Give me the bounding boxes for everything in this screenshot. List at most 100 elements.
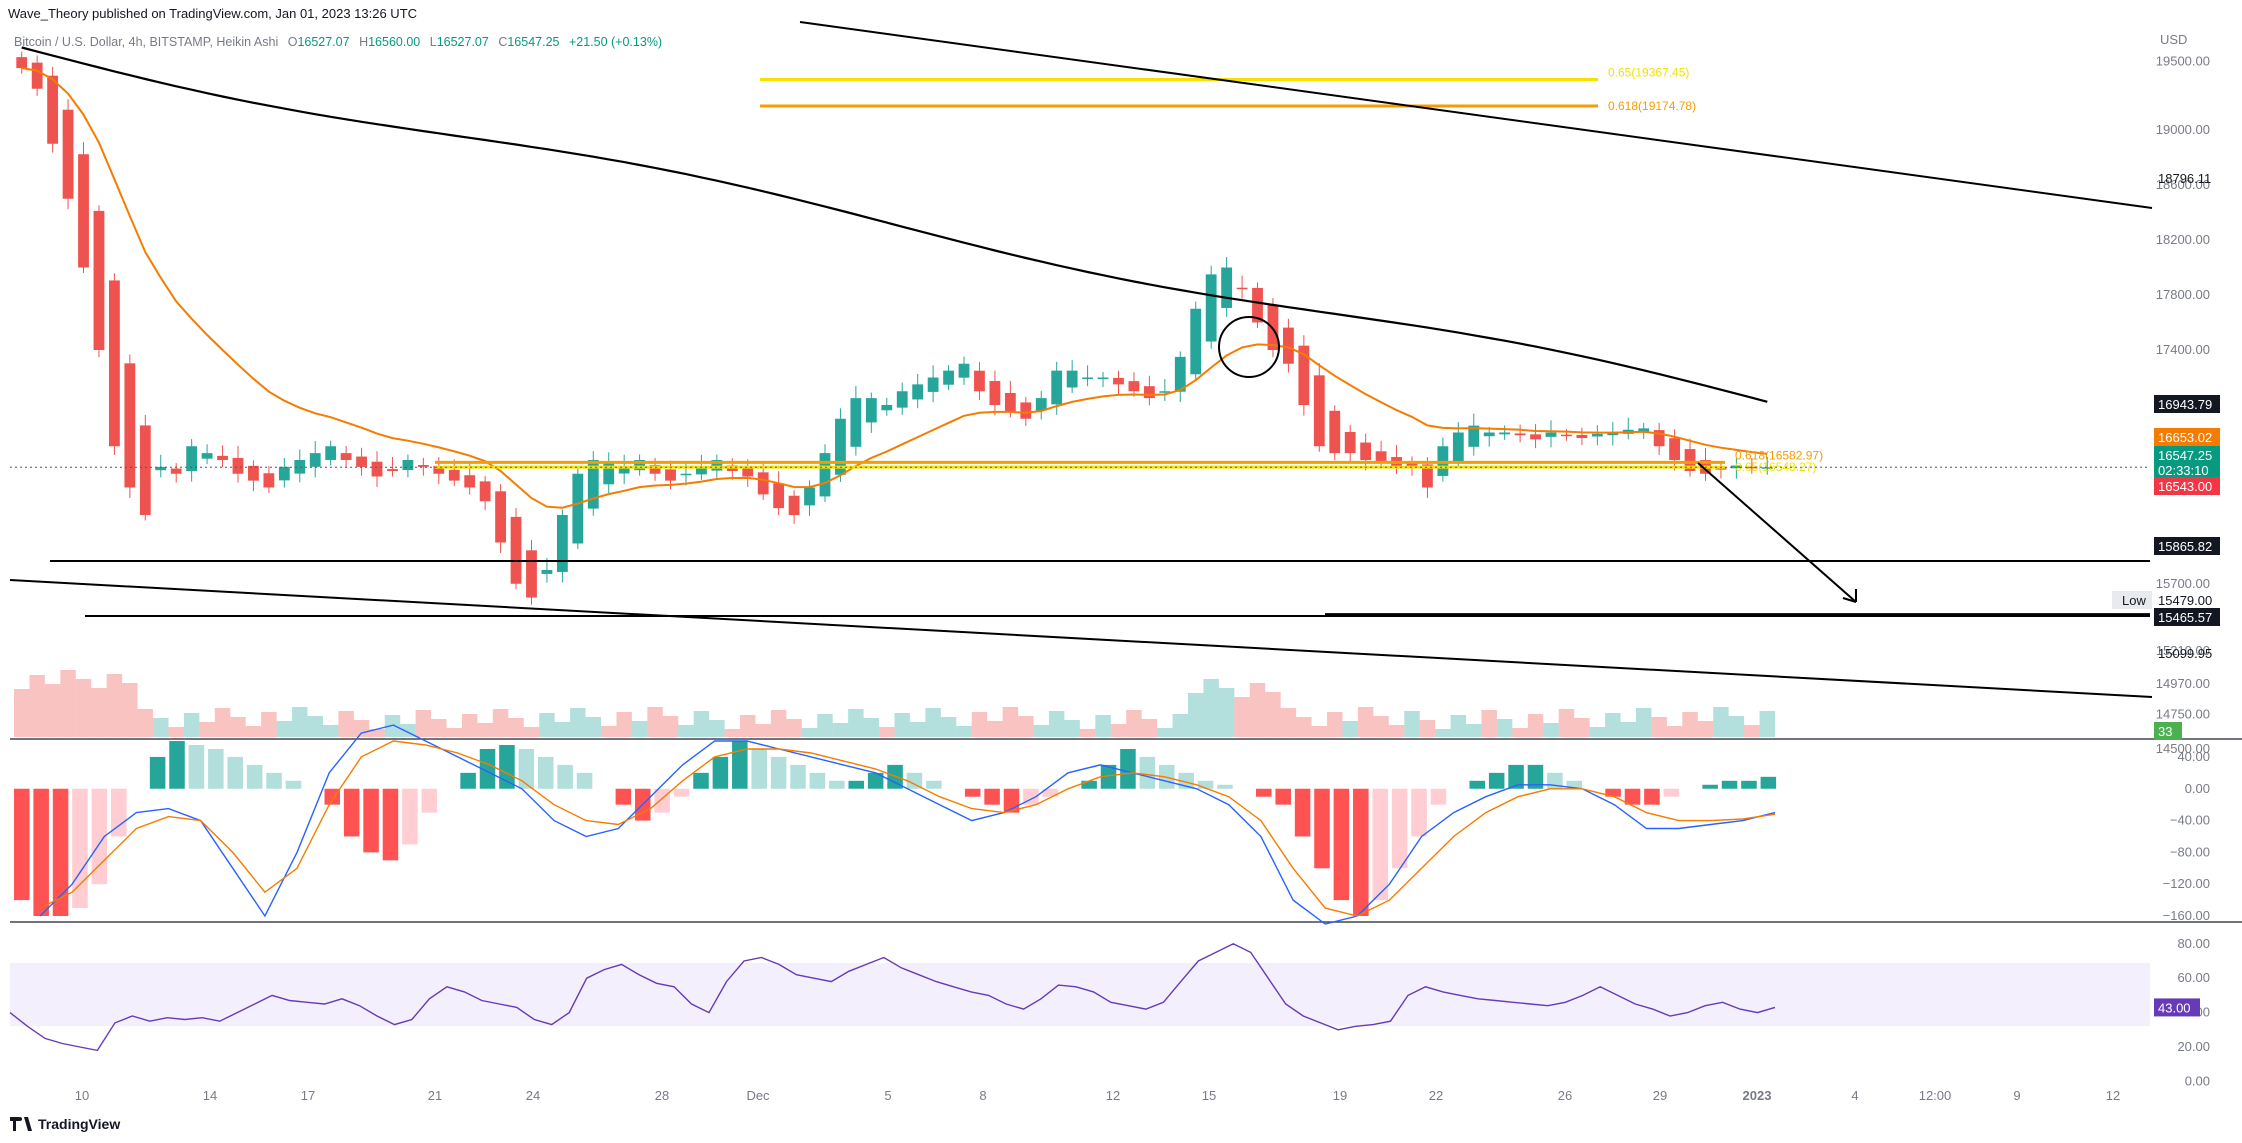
candle-body: [819, 453, 831, 497]
candle-body: [1082, 377, 1093, 380]
volume-bar: [601, 726, 617, 737]
volume-bar: [1450, 715, 1467, 737]
volume-bar: [956, 726, 972, 737]
volume-bar: [322, 725, 339, 737]
candle-body: [278, 466, 290, 481]
macd-tick-label: −120.00: [2163, 876, 2210, 891]
volume-bar: [1249, 683, 1266, 737]
volume-bar: [214, 708, 231, 737]
macd-histogram-bar: [499, 745, 515, 789]
macd-histogram-bar: [615, 788, 632, 805]
time-axis[interactable]: 10 14 17 21 24 28 Dec 5 8 12 15 19 22 26 29 2023 4 12:00 9…: [75, 1088, 2120, 1103]
candle-body: [433, 465, 445, 474]
candle-body: [696, 466, 707, 475]
price-label-box: [2154, 428, 2220, 446]
rsi-tick-label: 20.00: [2177, 1039, 2210, 1054]
candle-body: [309, 453, 321, 467]
candle-body: [1607, 432, 1619, 436]
time-tick-label: 5: [884, 1088, 891, 1103]
candle-body: [618, 466, 630, 474]
candle-body: [634, 460, 646, 471]
candle-body: [371, 461, 383, 477]
macd-histogram-bar: [1333, 788, 1350, 901]
macd-histogram-bar: [33, 788, 49, 917]
volume-bar: [678, 725, 694, 737]
macd-histogram-bar: [1353, 788, 1369, 917]
candle-body: [263, 473, 275, 488]
macd-histogram-bar: [149, 756, 166, 789]
price-label-text: 18796.11: [2158, 171, 2211, 186]
candle-body: [16, 57, 28, 69]
candle-body: [109, 280, 120, 447]
price-label-text: 16543.00: [2158, 479, 2212, 494]
symbol-title: Bitcoin / U.S. Dollar, 4h, BITSTAMP, Hei…: [14, 35, 279, 49]
currency-label: USD: [2160, 32, 2187, 47]
volume-bar: [1527, 714, 1544, 737]
low-key: L: [429, 35, 437, 49]
volume-bar: [1033, 725, 1049, 737]
volume-bar: [1635, 708, 1652, 737]
volume-bar: [1064, 720, 1080, 737]
macd-histogram-bar: [1721, 780, 1738, 789]
volume-bar: [662, 716, 679, 737]
macd-histogram-bar: [1527, 764, 1544, 789]
volume-bar: [91, 688, 107, 737]
overlays-layer: 0.65(19367.45) 0.618(19174.78) 0.618(16582…: [9, 21, 2153, 698]
rsi-tick-label: 60.00: [2177, 970, 2210, 985]
price-label-text: 15099.95: [2158, 646, 2212, 661]
price-axis[interactable]: 19500.00 19000.00 18600.00 18200.00 17800.00…: [2112, 53, 2220, 756]
macd-histogram-bar: [712, 756, 729, 789]
rsi-value-box: [2154, 998, 2200, 1017]
candle-body: [1561, 434, 1572, 437]
candle-body: [1669, 438, 1680, 460]
volume-bar: [1280, 708, 1297, 737]
tradingview-icon: [10, 1117, 32, 1131]
volume-bar: [245, 726, 262, 737]
candle-body: [1159, 391, 1171, 393]
candle-body: [1205, 274, 1217, 342]
volume-bar: [755, 724, 771, 737]
macd-histogram-bar: [1430, 788, 1447, 805]
volume-bar: [1357, 707, 1374, 737]
volume-bar: [1404, 711, 1420, 737]
time-tick-label: 21: [428, 1088, 442, 1103]
candle-body: [356, 456, 367, 467]
candle-body: [773, 483, 785, 509]
time-tick-label: 12: [1106, 1088, 1120, 1103]
candle-body: [1190, 308, 1202, 375]
candle-body: [232, 457, 244, 474]
macd-histogram-bar: [673, 788, 690, 797]
candle-body: [912, 384, 924, 400]
time-tick-label: 8: [979, 1088, 986, 1103]
price-label-text: 33: [2158, 724, 2172, 739]
macd-histogram-bar: [1217, 784, 1233, 789]
volume-bar: [1512, 728, 1528, 737]
volume-bar: [539, 713, 555, 737]
volume-bar: [137, 709, 154, 737]
price-label-text: 15479.00: [2158, 593, 2212, 608]
candle-body: [1530, 434, 1541, 440]
candle-body: [1545, 432, 1557, 437]
volume-bar: [1095, 715, 1111, 737]
candle-body: [1514, 433, 1526, 436]
candle-body: [325, 446, 337, 460]
price-tick-label: 15700.00: [2156, 576, 2210, 591]
open-key: O: [287, 35, 298, 49]
volume-bar: [14, 689, 30, 737]
candle-body: [603, 462, 615, 485]
candle-body: [1097, 377, 1109, 379]
volume-bar: [1079, 729, 1096, 737]
volume-bar: [1419, 720, 1436, 737]
macd-histogram-bar: [1314, 788, 1330, 869]
volume-bar: [1574, 718, 1590, 737]
price-label-box: [2154, 395, 2220, 413]
volume-bar: [616, 712, 632, 737]
candle-body: [1329, 410, 1341, 454]
macd-histogram-bar: [537, 756, 554, 789]
macd-histogram-bar: [208, 748, 224, 789]
candle-body: [526, 550, 537, 598]
price-label-text: 16547.25: [2158, 448, 2212, 463]
volume-bar: [1697, 721, 1714, 737]
candle-body: [47, 75, 59, 144]
